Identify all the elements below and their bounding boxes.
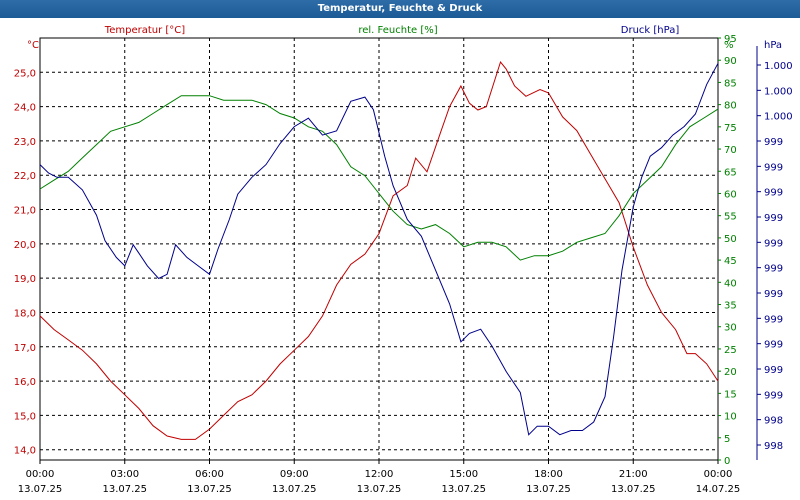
pressure-tick-label: 999 — [764, 390, 783, 401]
temperature-tick-label: 21,0 — [14, 206, 36, 217]
pressure-tick-label: 999 — [764, 137, 783, 148]
humidity-unit: % — [724, 40, 734, 51]
humidity-tick-label: 80 — [724, 101, 737, 112]
temperature-tick-label: 25,0 — [14, 68, 36, 79]
humidity-tick-label: 45 — [724, 256, 737, 267]
x-tick-time: 09:00 — [280, 469, 309, 480]
temperature-tick-label: 16,0 — [14, 377, 36, 388]
humidity-tick-label: 50 — [724, 234, 737, 245]
temperature-tick-label: 23,0 — [14, 137, 36, 148]
humidity-tick-label: 25 — [724, 345, 737, 356]
humidity-tick-label: 60 — [724, 189, 737, 200]
temperature-tick-label: 22,0 — [14, 171, 36, 182]
pressure-series-line — [39, 63, 719, 436]
x-tick-time: 03:00 — [110, 469, 139, 480]
pressure-tick-label: 999 — [764, 264, 783, 275]
pressure-tick-label: 998 — [764, 416, 783, 427]
pressure-tick-label: 999 — [764, 365, 783, 376]
x-tick-date: 13.07.25 — [272, 484, 317, 495]
pressure-tick-label: 1.000 — [764, 86, 793, 97]
x-tick-time: 21:00 — [619, 469, 648, 480]
temperature-series-line — [39, 60, 719, 440]
humidity-tick-label: 70 — [724, 145, 737, 156]
humidity-tick-label: 90 — [724, 56, 737, 67]
x-tick-date: 13.07.25 — [526, 484, 571, 495]
pressure-tick-label: 998 — [764, 441, 783, 452]
pressure-tick-label: 999 — [764, 340, 783, 351]
x-tick-time: 12:00 — [365, 469, 394, 480]
temperature-tick-label: 15,0 — [14, 411, 36, 422]
humidity-tick-label: 20 — [724, 367, 737, 378]
x-tick-time: 18:00 — [534, 469, 563, 480]
temperature-tick-label: 19,0 — [14, 274, 36, 285]
x-tick-time: 06:00 — [195, 469, 224, 480]
legend-pressure: Druck [hPa] — [621, 25, 680, 36]
x-tick-time: 15:00 — [449, 469, 478, 480]
humidity-tick-label: 40 — [724, 278, 737, 289]
humidity-series-line — [39, 95, 719, 261]
pressure-tick-label: 999 — [764, 213, 783, 224]
x-tick-time: 00:00 — [704, 469, 733, 480]
legend-temperature: Temperatur [°C] — [104, 25, 185, 36]
humidity-tick-label: 85 — [724, 78, 737, 89]
humidity-tick-label: 65 — [724, 167, 737, 178]
humidity-tick-label: 30 — [724, 323, 737, 334]
pressure-tick-label: 999 — [764, 188, 783, 199]
legend-humidity: rel. Feuchte [%] — [358, 25, 437, 36]
pressure-tick-label: 999 — [764, 162, 783, 173]
humidity-tick-label: 55 — [724, 212, 737, 223]
humidity-tick-label: 95 — [724, 34, 737, 45]
temperature-tick-label: 24,0 — [14, 103, 36, 114]
x-tick-date: 13.07.25 — [187, 484, 232, 495]
temperature-unit: °C — [27, 40, 39, 51]
humidity-tick-label: 15 — [724, 389, 737, 400]
humidity-tick-label: 35 — [724, 301, 737, 312]
x-tick-time: 00:00 — [26, 469, 55, 480]
humidity-tick-label: 75 — [724, 123, 737, 134]
pressure-unit: hPa — [764, 40, 782, 51]
humidity-tick-label: 0 — [724, 456, 730, 467]
x-tick-date: 13.07.25 — [18, 484, 63, 495]
x-tick-date: 13.07.25 — [611, 484, 656, 495]
temperature-tick-label: 18,0 — [14, 308, 36, 319]
pressure-tick-label: 1.000 — [764, 112, 793, 123]
x-tick-date: 13.07.25 — [441, 484, 486, 495]
temperature-tick-label: 17,0 — [14, 343, 36, 354]
pressure-tick-label: 999 — [764, 289, 783, 300]
humidity-tick-label: 5 — [724, 434, 730, 445]
x-tick-date: 13.07.25 — [357, 484, 402, 495]
x-tick-date: 13.07.25 — [102, 484, 147, 495]
temperature-tick-label: 14,0 — [14, 446, 36, 457]
pressure-tick-label: 999 — [764, 238, 783, 249]
temperature-tick-label: 20,0 — [14, 240, 36, 251]
pressure-tick-label: 999 — [764, 314, 783, 325]
window-title: Temperatur, Feuchte & Druck — [0, 0, 800, 18]
humidity-tick-label: 10 — [724, 412, 737, 423]
pressure-tick-label: 1.000 — [764, 61, 793, 72]
x-tick-date: 14.07.25 — [696, 484, 741, 495]
